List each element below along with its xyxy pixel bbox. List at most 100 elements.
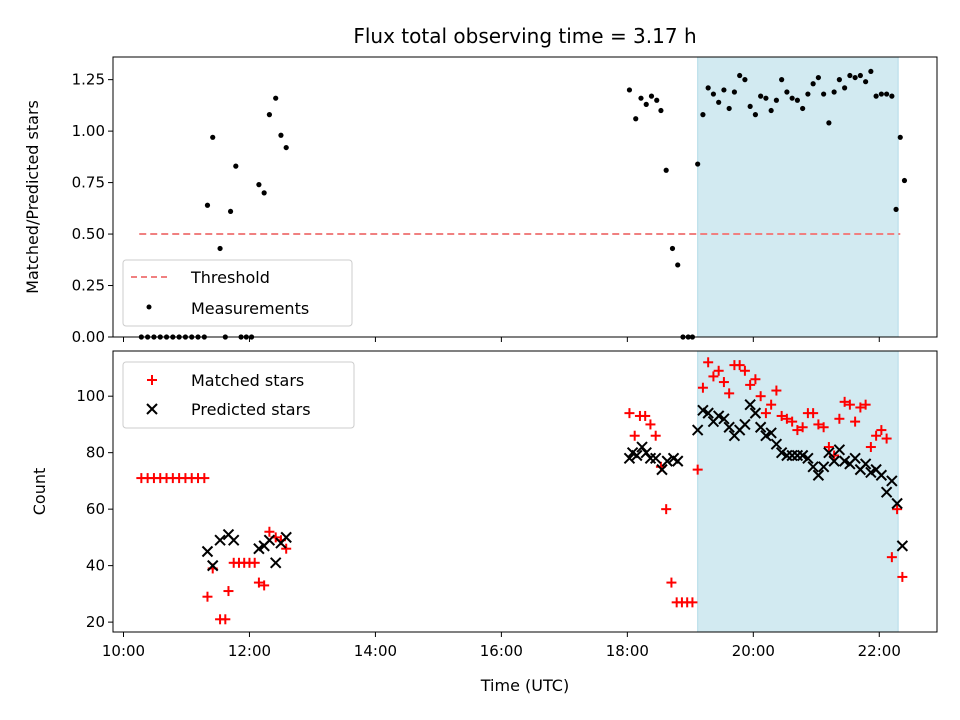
measurement-point [773, 97, 779, 103]
predicted-star-point-b [880, 486, 893, 498]
matched-star-point [839, 396, 850, 407]
chart-title: Flux total observing time = 3.17 h [353, 24, 696, 48]
y-tick-label: 60 [86, 500, 105, 518]
matched-star-point [897, 571, 908, 582]
legend-measurements-label: Measurements [191, 299, 309, 318]
measurement-point [779, 77, 785, 83]
legend-predicted-label: Predicted stars [191, 400, 311, 419]
predicted-star-point [263, 534, 276, 546]
predicted-star-point [754, 421, 767, 433]
predicted-star-point-b [672, 455, 684, 467]
predicted-star-point-b [754, 421, 767, 433]
predicted-star-point [672, 455, 684, 467]
predicted-star-point-b [739, 418, 751, 431]
measurement-point [805, 91, 811, 97]
y-tick-label: 0.50 [72, 225, 105, 243]
matched-star-point [708, 371, 719, 382]
matched-star-point [640, 410, 651, 421]
predicted-star-point [702, 407, 714, 419]
predicted-star-point [631, 449, 643, 462]
predicted-star-point-b [765, 427, 777, 439]
measurement-point [658, 107, 664, 114]
predicted-star-point [875, 469, 888, 481]
matched-star-point [760, 408, 771, 419]
measurement-point [815, 74, 821, 81]
measurement-point [893, 206, 899, 212]
predicted-star-point-b [263, 534, 276, 546]
predicted-star-point [770, 438, 783, 450]
measurement-point [742, 77, 748, 83]
measurement-point [897, 134, 903, 140]
matched-star-point [687, 597, 698, 608]
top-y-axis-label: Matched/Predicted stars [23, 100, 42, 294]
predicted-star-point-b [631, 449, 643, 462]
x-tick-label: 18:00 [606, 642, 649, 660]
y-tick-label: 100 [76, 387, 105, 405]
measurement-point [695, 161, 701, 167]
measurement-point [716, 99, 722, 105]
legend-matched-swatch [147, 375, 157, 385]
measurement-point [654, 97, 660, 103]
predicted-star-point [765, 427, 777, 439]
matched-star-point [281, 543, 292, 554]
measurement-point [873, 93, 879, 99]
measurement-point [868, 68, 874, 75]
predicted-star-point-b [886, 475, 898, 487]
predicted-star-point-b [849, 452, 861, 465]
matched-star-point [703, 357, 714, 368]
predicted-star-point-b [807, 461, 819, 473]
measurement-point [800, 105, 806, 112]
matched-star-point [645, 419, 656, 430]
measurement-point [675, 262, 681, 268]
matched-star-point [223, 586, 234, 597]
predicted-star-point-b [770, 438, 783, 450]
measurement-point [842, 85, 848, 91]
predicted-star-point-b [636, 441, 648, 453]
measurement-point [884, 91, 890, 97]
top-axis-ticks: 0.00 0.25 0.50 0.75 1.00 1.25 [72, 71, 880, 346]
matched-star-point [865, 442, 876, 453]
predicted-star-point-b [269, 557, 282, 569]
predicted-star-point [781, 449, 793, 462]
predicted-star-point-b [796, 449, 809, 462]
matched-star-point [855, 402, 866, 413]
top-legend-box [122, 259, 353, 327]
matched-star-point [771, 385, 782, 396]
predicted-star-point [214, 534, 226, 546]
measurement-point [763, 95, 769, 101]
measurement-point [643, 101, 649, 107]
measurement-point [889, 93, 895, 99]
predicted-star-point-b [791, 449, 804, 462]
measurement-point [831, 89, 837, 95]
measurement-point [278, 132, 284, 138]
measurement-point [758, 93, 764, 99]
matched-star-point [850, 416, 861, 427]
x-tick-label: 14:00 [354, 642, 397, 660]
predicted-star-point [623, 452, 636, 465]
predicted-star-point [228, 534, 240, 546]
top-shaded-span [697, 56, 899, 338]
matched-star-point [755, 391, 766, 402]
y-tick-label: 80 [86, 444, 105, 462]
matched-star-point [792, 425, 803, 436]
predicted-star-point [744, 398, 756, 411]
predicted-star-point-b [870, 463, 882, 476]
matched-star-point [624, 408, 635, 419]
measurement-point [669, 245, 676, 252]
predicted-star-point-b [228, 534, 240, 546]
measurement-point [705, 85, 711, 91]
predicted-star-point-b [833, 444, 846, 456]
x-tick-label: 10:00 [102, 642, 145, 660]
predicted-star-point [649, 452, 662, 465]
measurement-point [747, 103, 753, 110]
matched-star-point [787, 416, 798, 427]
measurement-point [633, 116, 639, 122]
predicted-star-point-b [280, 531, 292, 544]
measurement-point [852, 74, 858, 81]
bottom-legend: Matched stars Predicted stars [122, 361, 355, 429]
predicted-star-point [723, 421, 735, 433]
y-tick-label: 0.00 [72, 328, 105, 346]
legend-predicted-swatch [146, 403, 158, 415]
predicted-star-point-b [691, 424, 704, 436]
